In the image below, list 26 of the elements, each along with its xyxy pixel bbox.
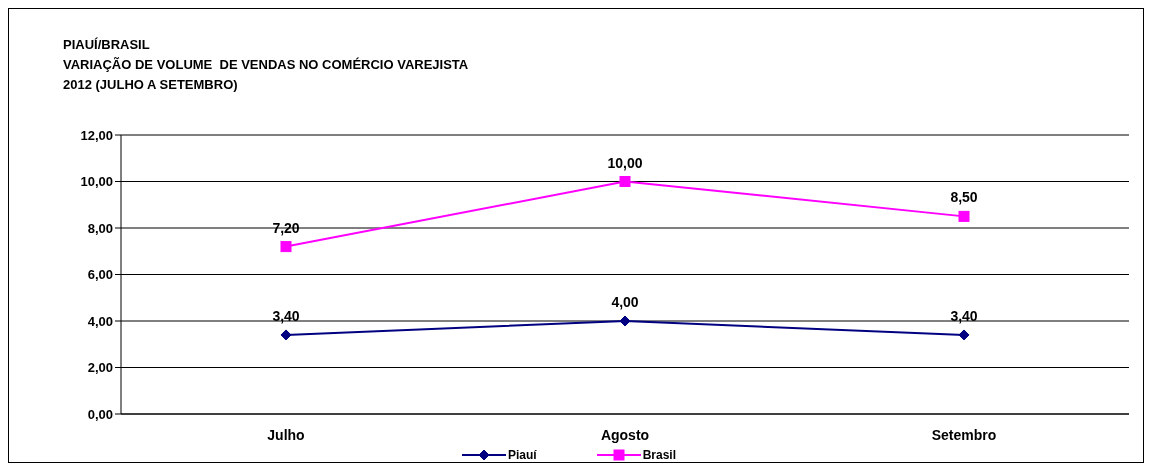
data-label: 10,00	[607, 154, 643, 171]
data-label: 4,00	[611, 294, 639, 310]
data-label: 3,40	[950, 307, 978, 324]
x-tick-label: Agosto	[600, 426, 650, 443]
point	[280, 241, 292, 253]
legend-label: Piauí	[507, 448, 537, 462]
x-tick-label: Setembro	[931, 426, 997, 443]
legend-label: Brasil	[642, 448, 677, 462]
chart-subtitle: VARIAÇÃO DE VOLUME DE VENDAS NO COMÉRCIO VAREJISTA 2012 (JULHO A SETEMBRO)	[63, 56, 469, 94]
point	[280, 329, 292, 341]
y-tick-label: 0,00	[87, 406, 113, 422]
y-tick-label: 4,00	[87, 313, 113, 329]
y-tick-label: 8,00	[87, 220, 113, 236]
point	[958, 329, 970, 341]
y-tick-label: 2,00	[87, 360, 113, 376]
point	[958, 210, 970, 222]
data-label: 3,40	[272, 307, 300, 324]
data-label: 7,20	[272, 219, 300, 236]
x-tick-label: Julho	[267, 426, 305, 443]
data-label: 8,50	[950, 189, 978, 206]
y-tick-label: 6,00	[87, 267, 113, 283]
y-tick-label: 12,00	[80, 127, 113, 143]
chart-title: PIAUÍ/BRASIL	[63, 36, 151, 54]
point	[619, 315, 631, 327]
point	[619, 176, 631, 187]
y-tick-label: 10,00	[80, 174, 113, 190]
